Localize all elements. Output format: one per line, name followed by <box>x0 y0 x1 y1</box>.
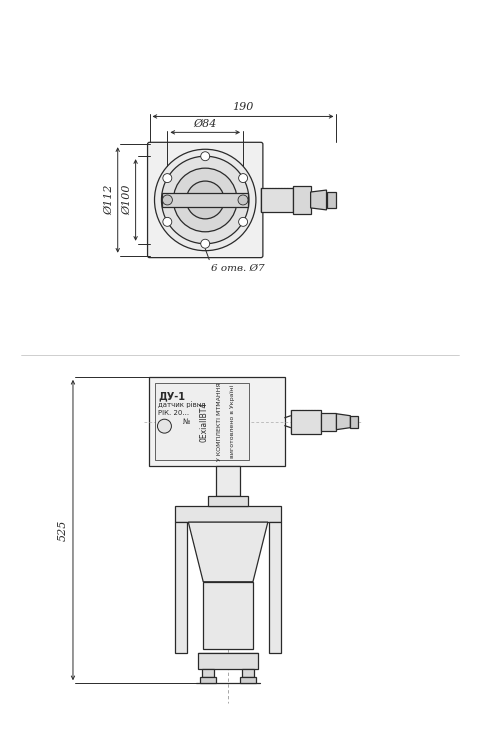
Text: 6 отв. Ø7: 6 отв. Ø7 <box>211 264 264 273</box>
Text: Ø100: Ø100 <box>121 185 131 215</box>
Circle shape <box>173 168 237 232</box>
Bar <box>208 496 247 506</box>
Text: Ø84: Ø84 <box>193 119 216 128</box>
Polygon shape <box>310 190 326 210</box>
Circle shape <box>238 174 247 183</box>
Circle shape <box>163 217 171 226</box>
Circle shape <box>200 152 209 161</box>
Circle shape <box>238 217 247 226</box>
Bar <box>198 654 257 669</box>
Text: V: V <box>162 423 166 429</box>
Text: 190: 190 <box>232 102 253 113</box>
Text: виготовлено в Україні: виготовлено в Україні <box>229 385 234 458</box>
Bar <box>216 467 240 496</box>
Text: Ø112: Ø112 <box>104 185 114 215</box>
Text: У КОМПЛЕКТІ МТМАННЯ: У КОМПЛЕКТІ МТМАННЯ <box>216 383 221 461</box>
Text: 525: 525 <box>58 520 68 541</box>
Circle shape <box>238 195 247 205</box>
Circle shape <box>202 197 208 203</box>
Bar <box>242 669 254 677</box>
Text: РІК. 20...: РІК. 20... <box>158 410 189 416</box>
Circle shape <box>154 150 256 251</box>
Bar <box>268 522 280 654</box>
Polygon shape <box>336 413 349 430</box>
Circle shape <box>186 181 224 219</box>
Circle shape <box>157 419 171 433</box>
Bar <box>175 506 280 522</box>
FancyBboxPatch shape <box>147 142 262 258</box>
Bar <box>326 192 336 208</box>
Circle shape <box>161 156 248 244</box>
Bar <box>203 581 253 649</box>
Text: №: № <box>182 419 189 425</box>
Text: датчик рівня: датчик рівня <box>158 401 206 408</box>
Bar <box>154 383 248 461</box>
Bar <box>202 669 214 677</box>
Bar <box>240 677 256 683</box>
Bar <box>260 188 292 212</box>
Bar <box>320 413 336 430</box>
Bar <box>290 410 320 433</box>
Text: 0ExiaIIBT4: 0ExiaIIBT4 <box>199 402 208 441</box>
Circle shape <box>200 240 209 248</box>
Bar <box>175 522 187 654</box>
Bar <box>162 193 247 207</box>
Bar <box>292 186 310 214</box>
Polygon shape <box>188 522 267 581</box>
Bar <box>349 416 358 427</box>
Circle shape <box>163 174 171 183</box>
Bar <box>200 677 216 683</box>
Bar <box>148 377 284 467</box>
Circle shape <box>162 195 172 205</box>
Text: ДУ-1: ДУ-1 <box>158 391 185 401</box>
